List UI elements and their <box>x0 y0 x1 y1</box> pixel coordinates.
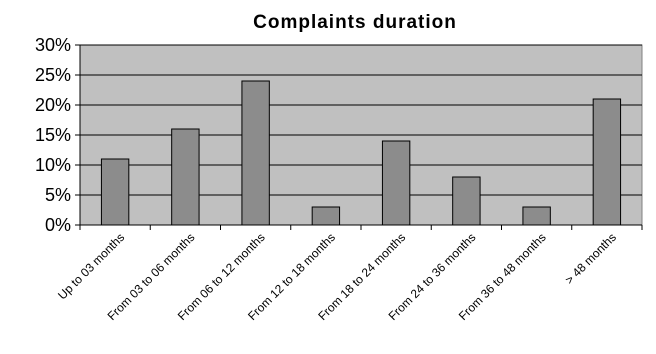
x-tick-label: > 48 months <box>562 230 619 287</box>
y-axis-ticks: 0% 5% 10% 15% 20% 25% 30% <box>35 35 80 235</box>
y-tick-label: 25% <box>35 65 71 85</box>
bar <box>241 80 270 226</box>
y-tick-label: 5% <box>45 185 71 205</box>
y-tick-label: 0% <box>45 215 71 235</box>
bar <box>381 140 411 226</box>
y-tick-label: 30% <box>35 35 71 55</box>
y-tick-label: 20% <box>35 95 71 115</box>
y-tick-label: 10% <box>35 155 71 175</box>
y-tick-label: 15% <box>35 125 71 145</box>
chart-title: Complaints duration <box>253 12 457 33</box>
bar <box>452 176 481 226</box>
bar <box>311 206 341 226</box>
bars <box>100 80 622 226</box>
bar <box>100 158 130 226</box>
bar <box>171 128 200 226</box>
x-tick-label: Up to 03 months <box>55 230 127 302</box>
bar <box>522 206 551 226</box>
bar <box>592 98 622 226</box>
